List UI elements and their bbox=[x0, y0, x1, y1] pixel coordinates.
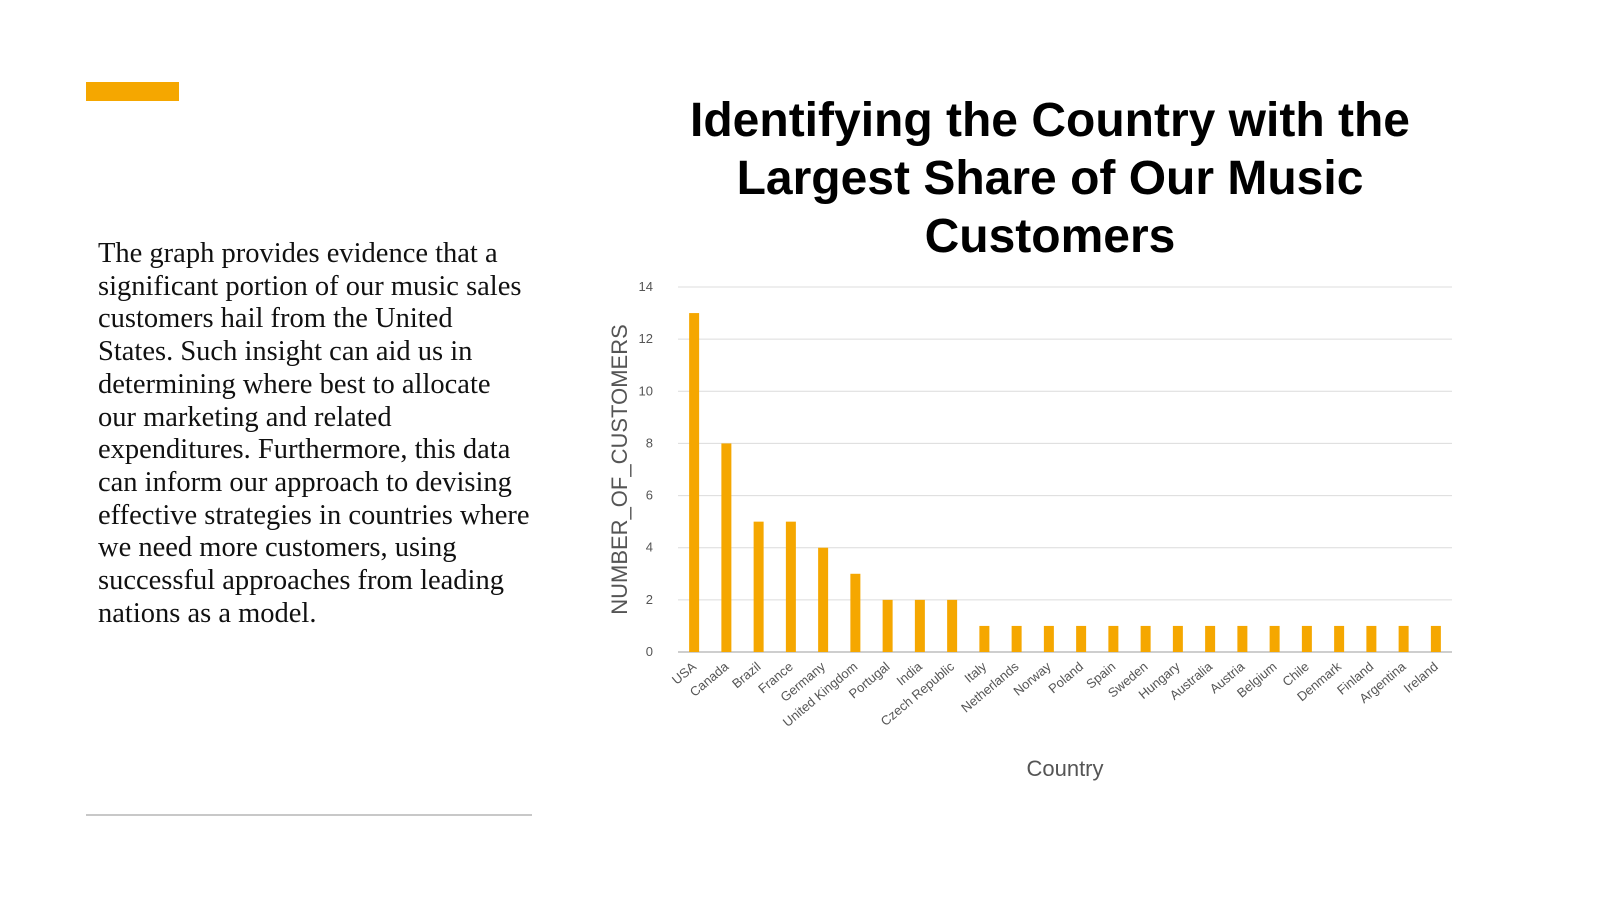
bar bbox=[1076, 625, 1087, 652]
bar bbox=[1043, 625, 1054, 652]
x-tick-label: Poland bbox=[1045, 659, 1086, 697]
bar bbox=[1334, 625, 1345, 652]
bar bbox=[947, 599, 958, 652]
divider-line bbox=[86, 814, 532, 816]
x-tick-label: Norway bbox=[1010, 658, 1054, 698]
bar bbox=[1108, 625, 1119, 652]
body-paragraph: The graph provides evidence that a signi… bbox=[98, 238, 530, 629]
x-tick-label: Ireland bbox=[1401, 659, 1441, 696]
bar bbox=[1237, 625, 1248, 652]
bar bbox=[1011, 625, 1022, 652]
y-tick-label: 2 bbox=[646, 592, 653, 607]
bar bbox=[753, 521, 764, 652]
y-axis-title: NUMBER_OF_CUSTOMERS bbox=[607, 324, 632, 615]
y-tick-label: 4 bbox=[646, 540, 653, 555]
y-tick-label: 12 bbox=[639, 331, 653, 346]
bar bbox=[689, 313, 700, 652]
bar bbox=[1398, 625, 1409, 652]
y-tick-label: 6 bbox=[646, 488, 653, 503]
y-tick-label: 10 bbox=[639, 383, 653, 398]
accent-bar bbox=[86, 82, 179, 101]
bar bbox=[785, 521, 796, 652]
bar bbox=[1301, 625, 1312, 652]
y-tick-label: 0 bbox=[646, 644, 653, 659]
bar bbox=[850, 573, 861, 652]
bar bbox=[1366, 625, 1377, 652]
bar bbox=[818, 547, 829, 652]
bar bbox=[1269, 625, 1280, 652]
y-tick-label: 14 bbox=[639, 279, 653, 294]
bar bbox=[1140, 625, 1151, 652]
bar bbox=[1205, 625, 1216, 652]
chart-title: Identifying the Country with the Largest… bbox=[690, 94, 1410, 263]
bar bbox=[721, 443, 732, 652]
bar bbox=[979, 625, 990, 652]
x-axis-title: Country bbox=[1026, 756, 1103, 781]
bar bbox=[1172, 625, 1183, 652]
bar-chart: 02468101214USACanadaBrazilFranceGermanyU… bbox=[607, 279, 1452, 781]
bar bbox=[1430, 625, 1441, 652]
y-tick-label: 8 bbox=[646, 435, 653, 450]
bar bbox=[882, 599, 893, 652]
bar bbox=[914, 599, 925, 652]
